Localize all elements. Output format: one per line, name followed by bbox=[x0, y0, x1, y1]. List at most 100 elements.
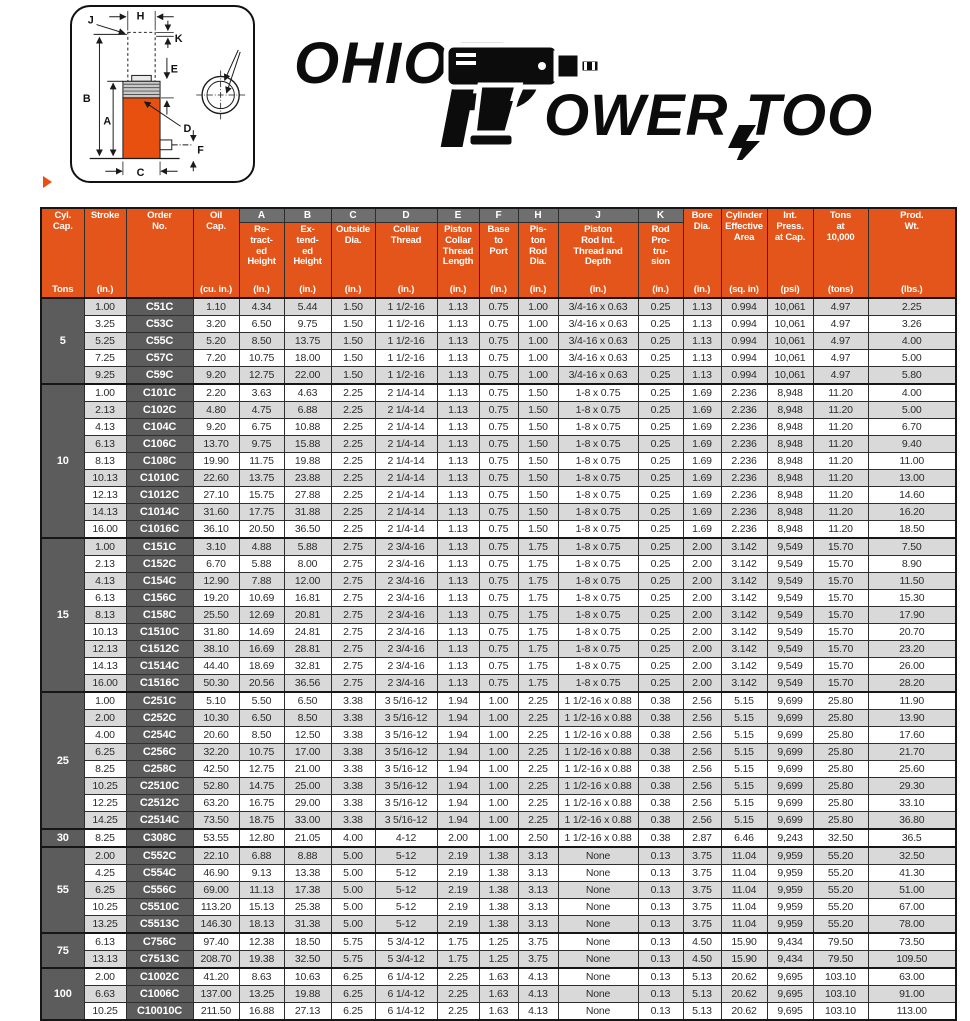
order-no-cell: C158C bbox=[125, 606, 194, 624]
spec-cell: 1 1/2-16 x 0.88 bbox=[557, 777, 639, 795]
column-unit: (tons) bbox=[827, 284, 854, 295]
spec-cell: 5.25 bbox=[83, 332, 127, 350]
spec-cell: 14.69 bbox=[238, 623, 285, 641]
spec-cell: 2.25 bbox=[330, 452, 376, 470]
spec-cell: 4.50 bbox=[682, 932, 722, 951]
spec-cell: 15.13 bbox=[238, 898, 285, 916]
spec-cell: 3.75 bbox=[682, 898, 722, 916]
spec-cell: 3 5/16-12 bbox=[374, 760, 438, 778]
spec-row: 7.25 C57C 7.20 10.75 18.00 1.50 1 1/2-16 1.13 0.… bbox=[41, 349, 957, 367]
spec-cell: 3.38 bbox=[330, 743, 376, 761]
spec-cell: 2.25 bbox=[330, 418, 376, 436]
spec-cell: 8,948 bbox=[766, 486, 814, 504]
spec-cell: 3/4-16 x 0.63 bbox=[557, 315, 639, 333]
column-unit: (psi) bbox=[780, 284, 800, 295]
spec-cell: 0.38 bbox=[637, 777, 684, 795]
spec-cell: 0.75 bbox=[478, 383, 519, 402]
order-no-cell: C57C bbox=[125, 349, 194, 367]
spec-cell: 9,243 bbox=[766, 828, 814, 848]
column-header-j: J Piston Rod Int. Thread and Depth (in.) bbox=[557, 207, 639, 299]
spec-cell: 17.00 bbox=[283, 743, 332, 761]
spec-cell: 6.13 bbox=[83, 932, 127, 951]
spec-cell: 4.50 bbox=[682, 950, 722, 969]
spec-cell: 15.70 bbox=[812, 606, 869, 624]
spec-cell: 3 5/16-12 bbox=[374, 709, 438, 727]
spec-cell: 5.20 bbox=[192, 332, 240, 350]
spec-cell: 5.15 bbox=[720, 743, 768, 761]
spec-cell: 12.38 bbox=[238, 932, 285, 951]
spec-cell: 36.50 bbox=[283, 520, 332, 539]
order-no-cell: C308C bbox=[125, 828, 194, 848]
spec-cell: 2.75 bbox=[330, 572, 376, 590]
spec-cell: 4-12 bbox=[374, 828, 438, 848]
spec-cell: 6.46 bbox=[720, 828, 768, 848]
spec-cell: 2.13 bbox=[83, 401, 127, 419]
spec-cell: 9.75 bbox=[238, 435, 285, 453]
spec-cell: 1.13 bbox=[436, 366, 480, 385]
spec-cell: 9,434 bbox=[766, 950, 814, 969]
spec-cell: 1.63 bbox=[478, 1002, 519, 1021]
order-no-cell: C2514C bbox=[125, 811, 194, 830]
spec-cell: 22.00 bbox=[283, 366, 332, 385]
spec-cell: 19.88 bbox=[283, 452, 332, 470]
spec-cell: 1.13 bbox=[436, 418, 480, 436]
spec-cell: 25.80 bbox=[812, 811, 869, 830]
spec-cell: 5 3/4-12 bbox=[374, 932, 438, 951]
spec-cell: 0.25 bbox=[637, 401, 684, 419]
spec-cell: 1.50 bbox=[517, 418, 559, 436]
spec-cell: 25.80 bbox=[812, 760, 869, 778]
spec-cell: 7.20 bbox=[192, 349, 240, 367]
spec-row: 4.13 C154C 12.90 7.88 12.00 2.75 2 3/4-16 1.13 0… bbox=[41, 572, 957, 590]
column-header-c: C Outside Dia. (in.) bbox=[330, 207, 376, 299]
spec-cell: 1.13 bbox=[436, 674, 480, 693]
spec-cell: 9,549 bbox=[766, 657, 814, 675]
spec-cell: 0.13 bbox=[637, 1002, 684, 1021]
spec-cell: 5-12 bbox=[374, 915, 438, 934]
spec-cell: 2.00 bbox=[682, 623, 722, 641]
spec-cell: 15.90 bbox=[720, 950, 768, 969]
spec-cell: 2.00 bbox=[83, 846, 127, 865]
spec-cell: 29.00 bbox=[283, 794, 332, 812]
spec-cell: 9,695 bbox=[766, 985, 814, 1003]
spec-cell: 0.75 bbox=[478, 332, 519, 350]
spec-cell: 6.25 bbox=[83, 743, 127, 761]
spec-cell: 1.13 bbox=[436, 503, 480, 521]
spec-cell: 3.13 bbox=[517, 898, 559, 916]
spec-cell: 1.13 bbox=[436, 401, 480, 419]
spec-cell: 3.75 bbox=[517, 950, 559, 969]
dim-label-k: K bbox=[175, 33, 183, 45]
spec-cell: 14.13 bbox=[83, 503, 127, 521]
spec-cell: 7.50 bbox=[867, 537, 957, 556]
spec-cell: 2.25 bbox=[517, 691, 559, 710]
spec-cell: 2 1/4-14 bbox=[374, 469, 438, 487]
spec-cell: 1-8 x 0.75 bbox=[557, 401, 639, 419]
spec-cell: 1.75 bbox=[517, 623, 559, 641]
spec-cell: 8,948 bbox=[766, 418, 814, 436]
spec-cell: 5 3/4-12 bbox=[374, 950, 438, 969]
spec-cell: 16.88 bbox=[238, 1002, 285, 1021]
spec-cell: 19.88 bbox=[283, 985, 332, 1003]
spec-cell: 2 1/4-14 bbox=[374, 486, 438, 504]
spec-cell: 1.75 bbox=[517, 606, 559, 624]
spec-cell: 1.75 bbox=[517, 537, 559, 556]
spec-cell: 1.69 bbox=[682, 486, 722, 504]
spec-cell: 1.94 bbox=[436, 811, 480, 830]
spec-cell: 113.00 bbox=[867, 1002, 957, 1021]
spec-cell: 12.75 bbox=[238, 760, 285, 778]
spec-cell: 1 1/2-16 x 0.88 bbox=[557, 709, 639, 727]
spec-cell: 3.142 bbox=[720, 589, 768, 607]
spec-cell: 0.13 bbox=[637, 915, 684, 934]
spec-cell: 32.50 bbox=[812, 828, 869, 848]
spec-cell: 5.00 bbox=[330, 898, 376, 916]
spec-cell: 20.62 bbox=[720, 1002, 768, 1021]
spec-row: 75 6.13 C756C 97.40 12.38 18.50 5.75 5 3/4-12 1.… bbox=[40, 932, 957, 969]
spec-cell: 6 1/4-12 bbox=[374, 1002, 438, 1021]
spec-cell: 0.25 bbox=[637, 623, 684, 641]
spec-cell: 6.50 bbox=[238, 315, 285, 333]
spec-cell: 2.75 bbox=[330, 537, 376, 556]
spec-row: 8.13 C108C 19.90 11.75 19.88 2.25 2 1/4-14 1.13… bbox=[41, 452, 957, 470]
spec-cell: 8.50 bbox=[238, 726, 285, 744]
spec-cell: 25.80 bbox=[812, 743, 869, 761]
spec-cell: 1.00 bbox=[478, 726, 519, 744]
spec-cell: 2.75 bbox=[330, 606, 376, 624]
